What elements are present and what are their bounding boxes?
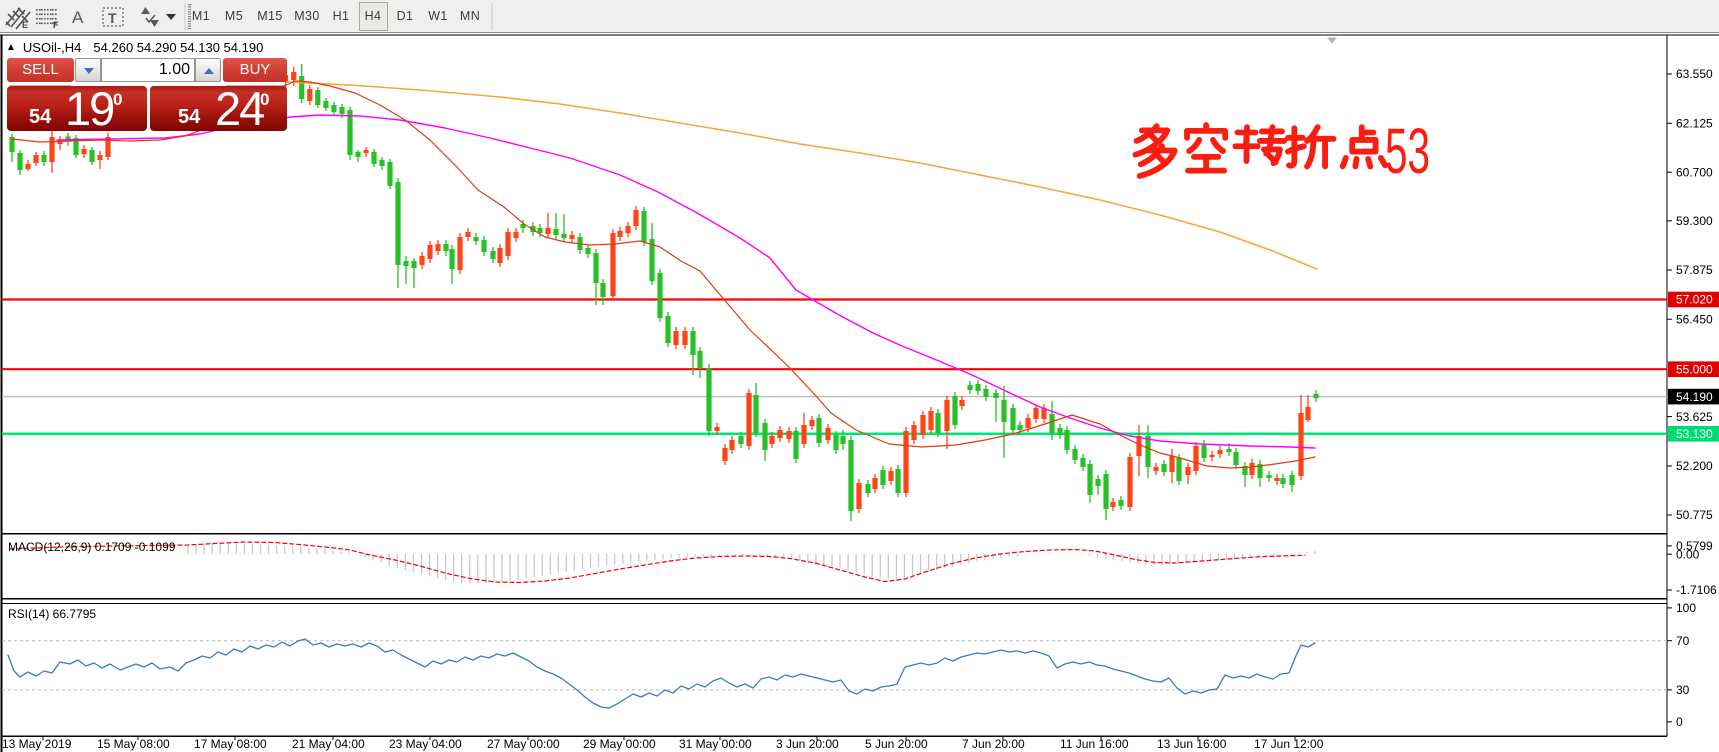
svg-text:F: F — [53, 20, 59, 30]
svg-text:17 Jun 12:00: 17 Jun 12:00 — [1254, 737, 1324, 751]
svg-text:100: 100 — [1676, 601, 1696, 615]
svg-text:0.00: 0.00 — [1676, 547, 1700, 561]
svg-text:21 May 04:00: 21 May 04:00 — [292, 737, 365, 751]
svg-text:27 May 00:00: 27 May 00:00 — [487, 737, 560, 751]
svg-text:53.130: 53.130 — [1676, 427, 1713, 441]
svg-text:59.300: 59.300 — [1676, 214, 1713, 228]
svg-text:63.550: 63.550 — [1676, 67, 1713, 81]
svg-text:T: T — [108, 10, 117, 26]
svg-text:MACD(12,26,9) 0.1709 -0.1099: MACD(12,26,9) 0.1709 -0.1099 — [8, 540, 176, 554]
svg-text:RSI(14) 66.7795: RSI(14) 66.7795 — [8, 607, 96, 621]
svg-text:55.000: 55.000 — [1676, 362, 1713, 376]
svg-text:70: 70 — [1676, 634, 1690, 648]
svg-text:E: E — [22, 20, 28, 30]
svg-text:60.700: 60.700 — [1676, 165, 1713, 179]
svg-text:11 Jun 16:00: 11 Jun 16:00 — [1060, 737, 1129, 751]
svg-text:13 Jun 16:00: 13 Jun 16:00 — [1157, 737, 1227, 751]
svg-text:31 May 00:00: 31 May 00:00 — [679, 737, 752, 751]
svg-text:54.190: 54.190 — [1676, 390, 1713, 404]
svg-text:56.450: 56.450 — [1676, 312, 1713, 326]
svg-text:53.625: 53.625 — [1676, 410, 1713, 424]
svg-text:57.875: 57.875 — [1676, 263, 1713, 277]
svg-text:0: 0 — [1676, 715, 1683, 729]
svg-text:29 May 00:00: 29 May 00:00 — [583, 737, 656, 751]
svg-text:5 Jun 20:00: 5 Jun 20:00 — [865, 737, 928, 751]
svg-text:0.5799: 0.5799 — [1676, 539, 1713, 553]
svg-text:52.200: 52.200 — [1676, 459, 1713, 473]
svg-text:53: 53 — [1385, 115, 1430, 187]
svg-text:62.125: 62.125 — [1676, 117, 1713, 131]
svg-text:13 May 2019: 13 May 2019 — [2, 737, 72, 751]
svg-text:23 May 04:00: 23 May 04:00 — [389, 737, 462, 751]
svg-text:57.020: 57.020 — [1676, 293, 1713, 307]
svg-text:3 Jun 20:00: 3 Jun 20:00 — [776, 737, 839, 751]
svg-text:50.775: 50.775 — [1676, 508, 1713, 522]
svg-text:30: 30 — [1676, 683, 1690, 697]
svg-text:-1.7106: -1.7106 — [1676, 583, 1717, 597]
svg-text:7 Jun 20:00: 7 Jun 20:00 — [962, 737, 1025, 751]
svg-text:17 May 08:00: 17 May 08:00 — [194, 737, 267, 751]
svg-text:15 May 08:00: 15 May 08:00 — [97, 737, 170, 751]
svg-text:A: A — [72, 8, 84, 27]
